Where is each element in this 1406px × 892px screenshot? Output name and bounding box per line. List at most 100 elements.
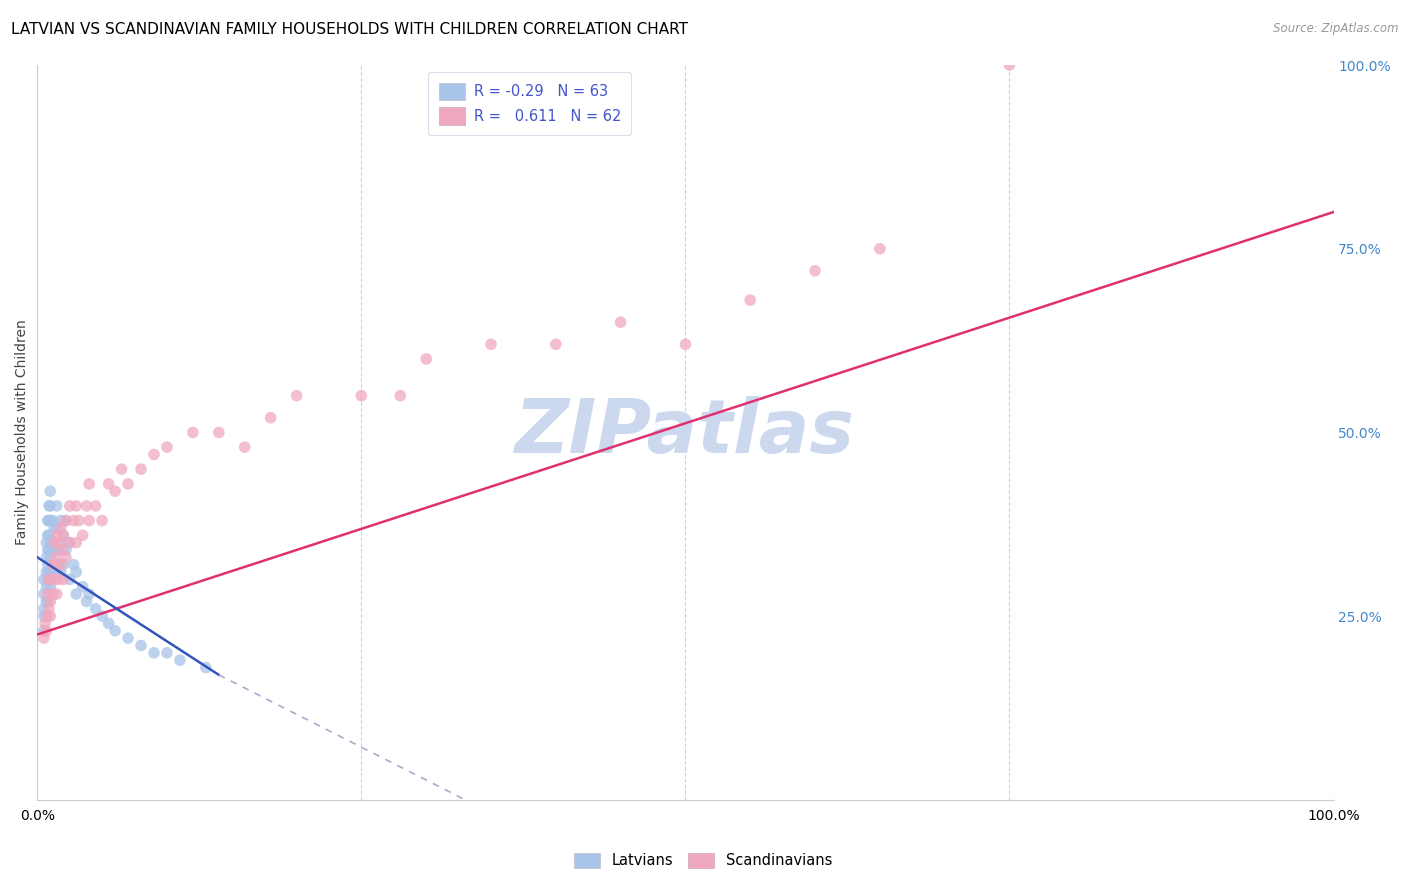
Point (42, 535, 65, 549)
Legend: Latvians, Scandinavians: Latvians, Scandinavians (567, 846, 839, 876)
Point (208, 425, 231, 440)
Point (77, 514, 100, 528)
Point (37, 594, 59, 608)
Point (32, 631, 55, 645)
Point (39, 565, 62, 579)
Point (55, 543, 77, 558)
Point (35, 550, 58, 565)
Point (129, 639, 152, 653)
Point (117, 476, 139, 491)
Point (34, 616, 56, 631)
Point (48, 535, 70, 549)
Point (39, 499, 62, 513)
Point (804, 264, 827, 278)
Point (609, 315, 631, 329)
Point (39, 609, 62, 624)
Point (44, 521, 66, 535)
Point (259, 410, 281, 425)
Point (35, 535, 58, 549)
Point (59, 535, 82, 549)
Point (84, 499, 107, 513)
Point (37, 558, 59, 572)
Point (65, 535, 87, 549)
Point (45, 499, 67, 513)
Point (42, 558, 65, 572)
Point (104, 624, 127, 638)
Point (35, 580, 58, 594)
Point (32, 587, 55, 601)
Point (39, 484, 62, 499)
Point (49, 565, 72, 579)
Point (35, 565, 58, 579)
Point (32, 573, 55, 587)
Point (479, 337, 502, 351)
Point (42, 587, 65, 601)
Point (52, 558, 75, 572)
Text: LATVIAN VS SCANDINAVIAN FAMILY HOUSEHOLDS WITH CHILDREN CORRELATION CHART: LATVIAN VS SCANDINAVIAN FAMILY HOUSEHOLD… (11, 22, 689, 37)
Point (156, 646, 179, 660)
Point (32, 624, 55, 638)
Point (45, 565, 67, 579)
Point (62, 514, 84, 528)
Point (37, 528, 59, 542)
Text: ZIPatlas: ZIPatlas (516, 396, 855, 469)
Point (76, 594, 98, 608)
Point (32, 601, 55, 615)
Point (37, 573, 59, 587)
Point (39, 514, 62, 528)
Point (389, 389, 412, 403)
Point (38, 514, 60, 528)
Point (45, 587, 67, 601)
Point (52, 528, 75, 542)
Point (181, 425, 204, 440)
Point (233, 440, 256, 454)
Point (415, 351, 437, 366)
Point (38, 601, 60, 615)
Point (110, 462, 132, 476)
Point (59, 499, 82, 513)
Point (97, 616, 120, 631)
Point (285, 389, 308, 403)
Point (67, 514, 90, 528)
Point (35, 609, 58, 624)
Point (38, 499, 60, 513)
Point (32, 609, 55, 624)
Point (49, 535, 72, 549)
Point (39, 594, 62, 608)
Point (44, 535, 66, 549)
Point (350, 389, 373, 403)
Point (45, 543, 67, 558)
Point (129, 462, 152, 476)
Point (76, 499, 98, 513)
Point (49, 514, 72, 528)
Point (44, 565, 66, 579)
Point (673, 337, 696, 351)
Point (59, 535, 82, 549)
Point (42, 514, 65, 528)
Point (143, 447, 166, 461)
Point (55, 514, 77, 528)
Point (35, 594, 58, 608)
Point (37, 587, 59, 601)
Point (38, 528, 60, 542)
Point (37, 514, 59, 528)
Point (72, 580, 94, 594)
Point (97, 476, 120, 491)
Point (52, 528, 75, 542)
Point (49, 558, 72, 572)
Point (45, 528, 67, 542)
Point (156, 440, 179, 454)
Point (44, 550, 66, 565)
Point (49, 521, 72, 535)
Point (44, 543, 66, 558)
Point (38, 573, 60, 587)
Point (104, 484, 127, 499)
Point (39, 573, 62, 587)
Point (65, 587, 87, 601)
Point (91, 514, 114, 528)
Point (84, 601, 107, 615)
Point (46, 573, 69, 587)
Legend: R = -0.29   N = 63, R =   0.611   N = 62: R = -0.29 N = 63, R = 0.611 N = 62 (429, 72, 631, 135)
Point (65, 499, 87, 513)
Point (37, 609, 59, 624)
